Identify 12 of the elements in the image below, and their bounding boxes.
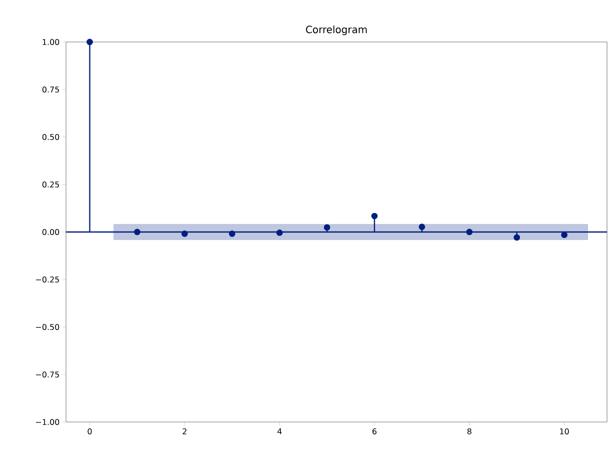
point — [181, 230, 188, 237]
point — [228, 230, 236, 237]
point — [324, 224, 330, 231]
point — [561, 232, 568, 238]
point — [418, 224, 426, 230]
point — [86, 38, 93, 46]
point — [466, 228, 473, 236]
point — [276, 230, 283, 236]
point — [134, 228, 140, 236]
point — [514, 234, 520, 241]
chart-title: Correlogram — [306, 26, 367, 36]
point — [371, 212, 378, 220]
